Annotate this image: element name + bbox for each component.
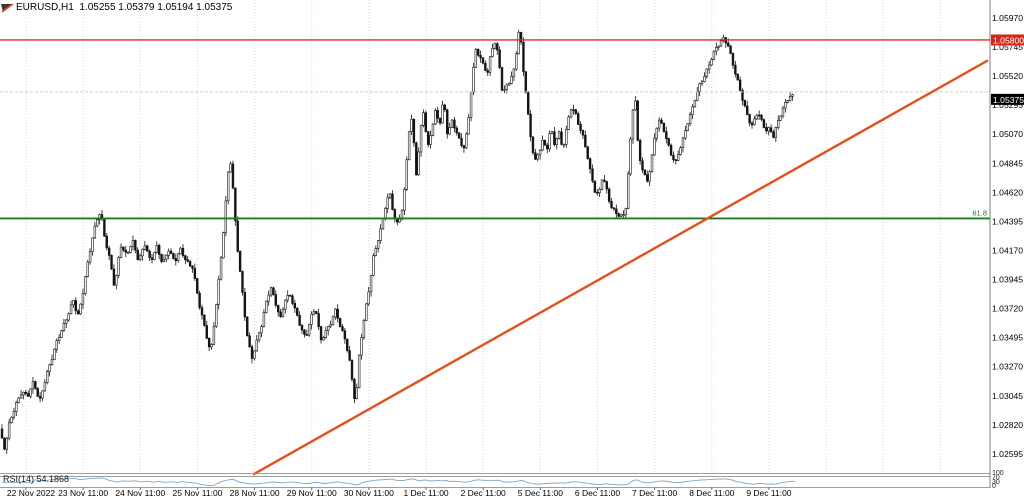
ohlc-low: 1.05194 <box>157 2 194 13</box>
date-tick-label: 1 Dec 11:00 <box>403 488 448 498</box>
rsi-indicator-label: RSI(14) 54.1868 <box>3 474 69 484</box>
price-tick-label: 1.03270 <box>992 362 1023 372</box>
price-tick-label: 1.03945 <box>992 275 1023 285</box>
rsi-scale-label: 70 <box>992 474 1000 481</box>
price-tick-label: 1.05745 <box>992 42 1023 52</box>
rsi-name: RSI(14) <box>3 474 35 484</box>
price-tick-label: 1.02820 <box>992 420 1023 430</box>
price-tick-label: 1.04170 <box>992 245 1023 255</box>
ohlc-open: 1.05255 <box>79 2 116 13</box>
date-tick-label: 24 Nov 11:00 <box>115 488 165 498</box>
fib-61-8-label: 61.8 <box>972 208 987 217</box>
rsi-scale-label: 100 <box>992 470 1004 477</box>
date-tick-label: 23 Nov 11:00 <box>58 488 108 498</box>
date-tick-label: 2 Dec 11:00 <box>461 488 506 498</box>
price-tick-label: 1.05970 <box>992 13 1023 23</box>
price-tick-label: 1.04620 <box>992 187 1023 197</box>
rsi-scale-label: 30 <box>992 479 1000 486</box>
price-tick-label: 1.03720 <box>992 304 1023 314</box>
price-tick-label: 1.02595 <box>992 449 1023 459</box>
price-tick-label: 1.04395 <box>992 216 1023 226</box>
date-tick-label: 6 Dec 11:00 <box>575 488 620 498</box>
chart-arrow-icon <box>1 3 14 13</box>
date-tick-label: 25 Nov 11:00 <box>172 488 222 498</box>
ohlc-high: 1.05379 <box>118 2 155 13</box>
resistance-price-tag-bg <box>991 34 1024 46</box>
date-tick-label: 22 Nov 2022 <box>7 488 55 498</box>
ascending-trendline[interactable] <box>252 59 989 476</box>
date-tick-label: 30 Nov 11:00 <box>344 488 394 498</box>
price-tick-label: 1.03495 <box>992 333 1023 343</box>
date-tick-label: 28 Nov 11:00 <box>230 488 280 498</box>
date-tick-label: 8 Dec 11:00 <box>689 488 734 498</box>
price-tick-label: 1.03045 <box>992 391 1023 401</box>
rsi-scale-label: 0 <box>992 483 996 490</box>
price-tick-label: 1.04845 <box>992 158 1023 168</box>
date-tick-label: 29 Nov 11:00 <box>287 488 337 498</box>
arrow-accent <box>1 3 14 13</box>
date-tick-label: 5 Dec 11:00 <box>518 488 563 498</box>
price-tick-label: 1.05520 <box>992 71 1023 81</box>
candle-series <box>0 29 794 454</box>
symbol-period-label: EURUSD,H1 <box>16 2 74 13</box>
rsi-value: 54.1868 <box>36 474 70 484</box>
date-tick-label: 7 Dec 11:00 <box>632 488 677 498</box>
chart-header: EURUSD,H1 1.05255 1.05379 1.05194 1.0537… <box>16 2 232 13</box>
resistance-price-tag: 1.05800 <box>993 35 1024 45</box>
bid-price-tag-bg <box>991 93 1024 105</box>
ohlc-close: 1.05375 <box>196 2 233 13</box>
price-tick-label: 1.05295 <box>992 100 1023 110</box>
bid-price-tag: 1.05375 <box>993 95 1024 105</box>
date-tick-label: 9 Dec 11:00 <box>746 488 791 498</box>
price-tick-label: 1.05070 <box>992 129 1023 139</box>
rsi-line <box>2 477 795 487</box>
